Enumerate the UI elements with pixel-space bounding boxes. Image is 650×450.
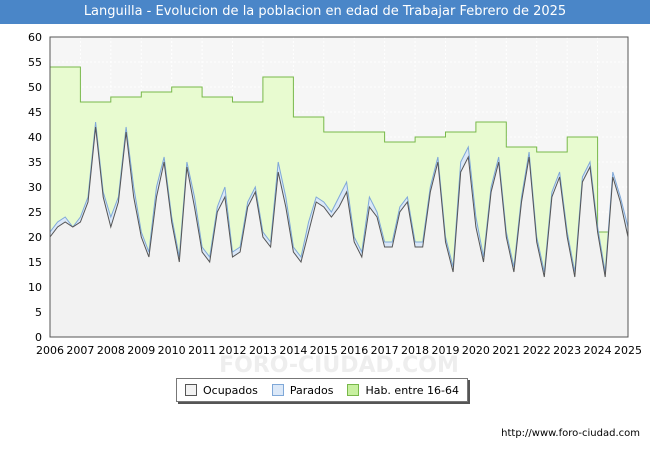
axis-layer: FORO-CIUDAD.COM0510152025303540455055602… xyxy=(28,31,642,378)
x-tick-label: 2013 xyxy=(249,344,277,357)
plot-frame xyxy=(49,36,629,338)
y-tick-label: 40 xyxy=(28,131,42,144)
y-tick-label: 10 xyxy=(28,281,42,294)
legend-label-ocupados: Ocupados xyxy=(202,383,258,397)
y-tick-label: 15 xyxy=(28,256,42,269)
x-tick-label: 2023 xyxy=(553,344,581,357)
x-tick-label: 2018 xyxy=(401,344,429,357)
x-tick-label: 2016 xyxy=(340,344,368,357)
x-tick-label: 2017 xyxy=(371,344,399,357)
x-tick-label: 2011 xyxy=(188,344,216,357)
area-layer xyxy=(49,66,629,337)
x-tick-label: 2020 xyxy=(462,344,490,357)
hab-swatch-icon xyxy=(347,384,360,396)
legend: Ocupados Parados Hab. entre 16-64 xyxy=(176,378,468,402)
series-ocupados-line xyxy=(49,126,629,278)
x-tick-label: 2010 xyxy=(158,344,186,357)
legend-item-parados: Parados xyxy=(271,383,334,397)
y-tick-label: 25 xyxy=(28,206,42,219)
x-tick-label: 2009 xyxy=(127,344,155,357)
x-tick-label: 2008 xyxy=(97,344,125,357)
y-tick-label: 20 xyxy=(28,231,42,244)
y-tick-label: 35 xyxy=(28,156,42,169)
x-tick-label: 2014 xyxy=(279,344,307,357)
y-tick-label: 60 xyxy=(28,31,42,44)
legend-label-hab: Hab. entre 16-64 xyxy=(365,383,459,397)
y-tick-label: 0 xyxy=(35,331,42,344)
title-bar xyxy=(0,0,650,24)
x-tick-label: 2007 xyxy=(66,344,94,357)
legend-item-hab: Hab. entre 16-64 xyxy=(347,384,459,397)
parados-swatch-icon xyxy=(271,384,284,396)
y-tick-label: 30 xyxy=(28,181,42,194)
x-tick-label: 2012 xyxy=(219,344,247,357)
x-tick-label: 2021 xyxy=(492,344,520,357)
y-tick-label: 50 xyxy=(28,81,42,94)
x-tick-label: 2024 xyxy=(584,344,612,357)
legend-label-parados: Parados xyxy=(289,383,334,397)
y-tick-label: 55 xyxy=(28,56,42,69)
x-tick-label: 2022 xyxy=(523,344,551,357)
y-tick-label: 45 xyxy=(28,106,42,119)
series-hab-line xyxy=(50,66,628,233)
watermark-text: FORO-CIUDAD.COM xyxy=(219,353,459,378)
series-ocupados-area xyxy=(50,127,628,337)
x-tick-label: 2019 xyxy=(431,344,459,357)
x-tick-label: 2025 xyxy=(614,344,642,357)
x-tick-label: 2006 xyxy=(36,344,64,357)
legend-item-ocupados: Ocupados xyxy=(184,383,258,397)
source-url[interactable]: http://www.foro-ciudad.com xyxy=(501,428,640,439)
ocupados-swatch-icon xyxy=(184,384,197,396)
x-tick-label: 2015 xyxy=(310,344,338,357)
y-tick-label: 5 xyxy=(35,306,42,319)
chart-title: Languilla - Evolucion de la poblacion en… xyxy=(83,4,567,19)
